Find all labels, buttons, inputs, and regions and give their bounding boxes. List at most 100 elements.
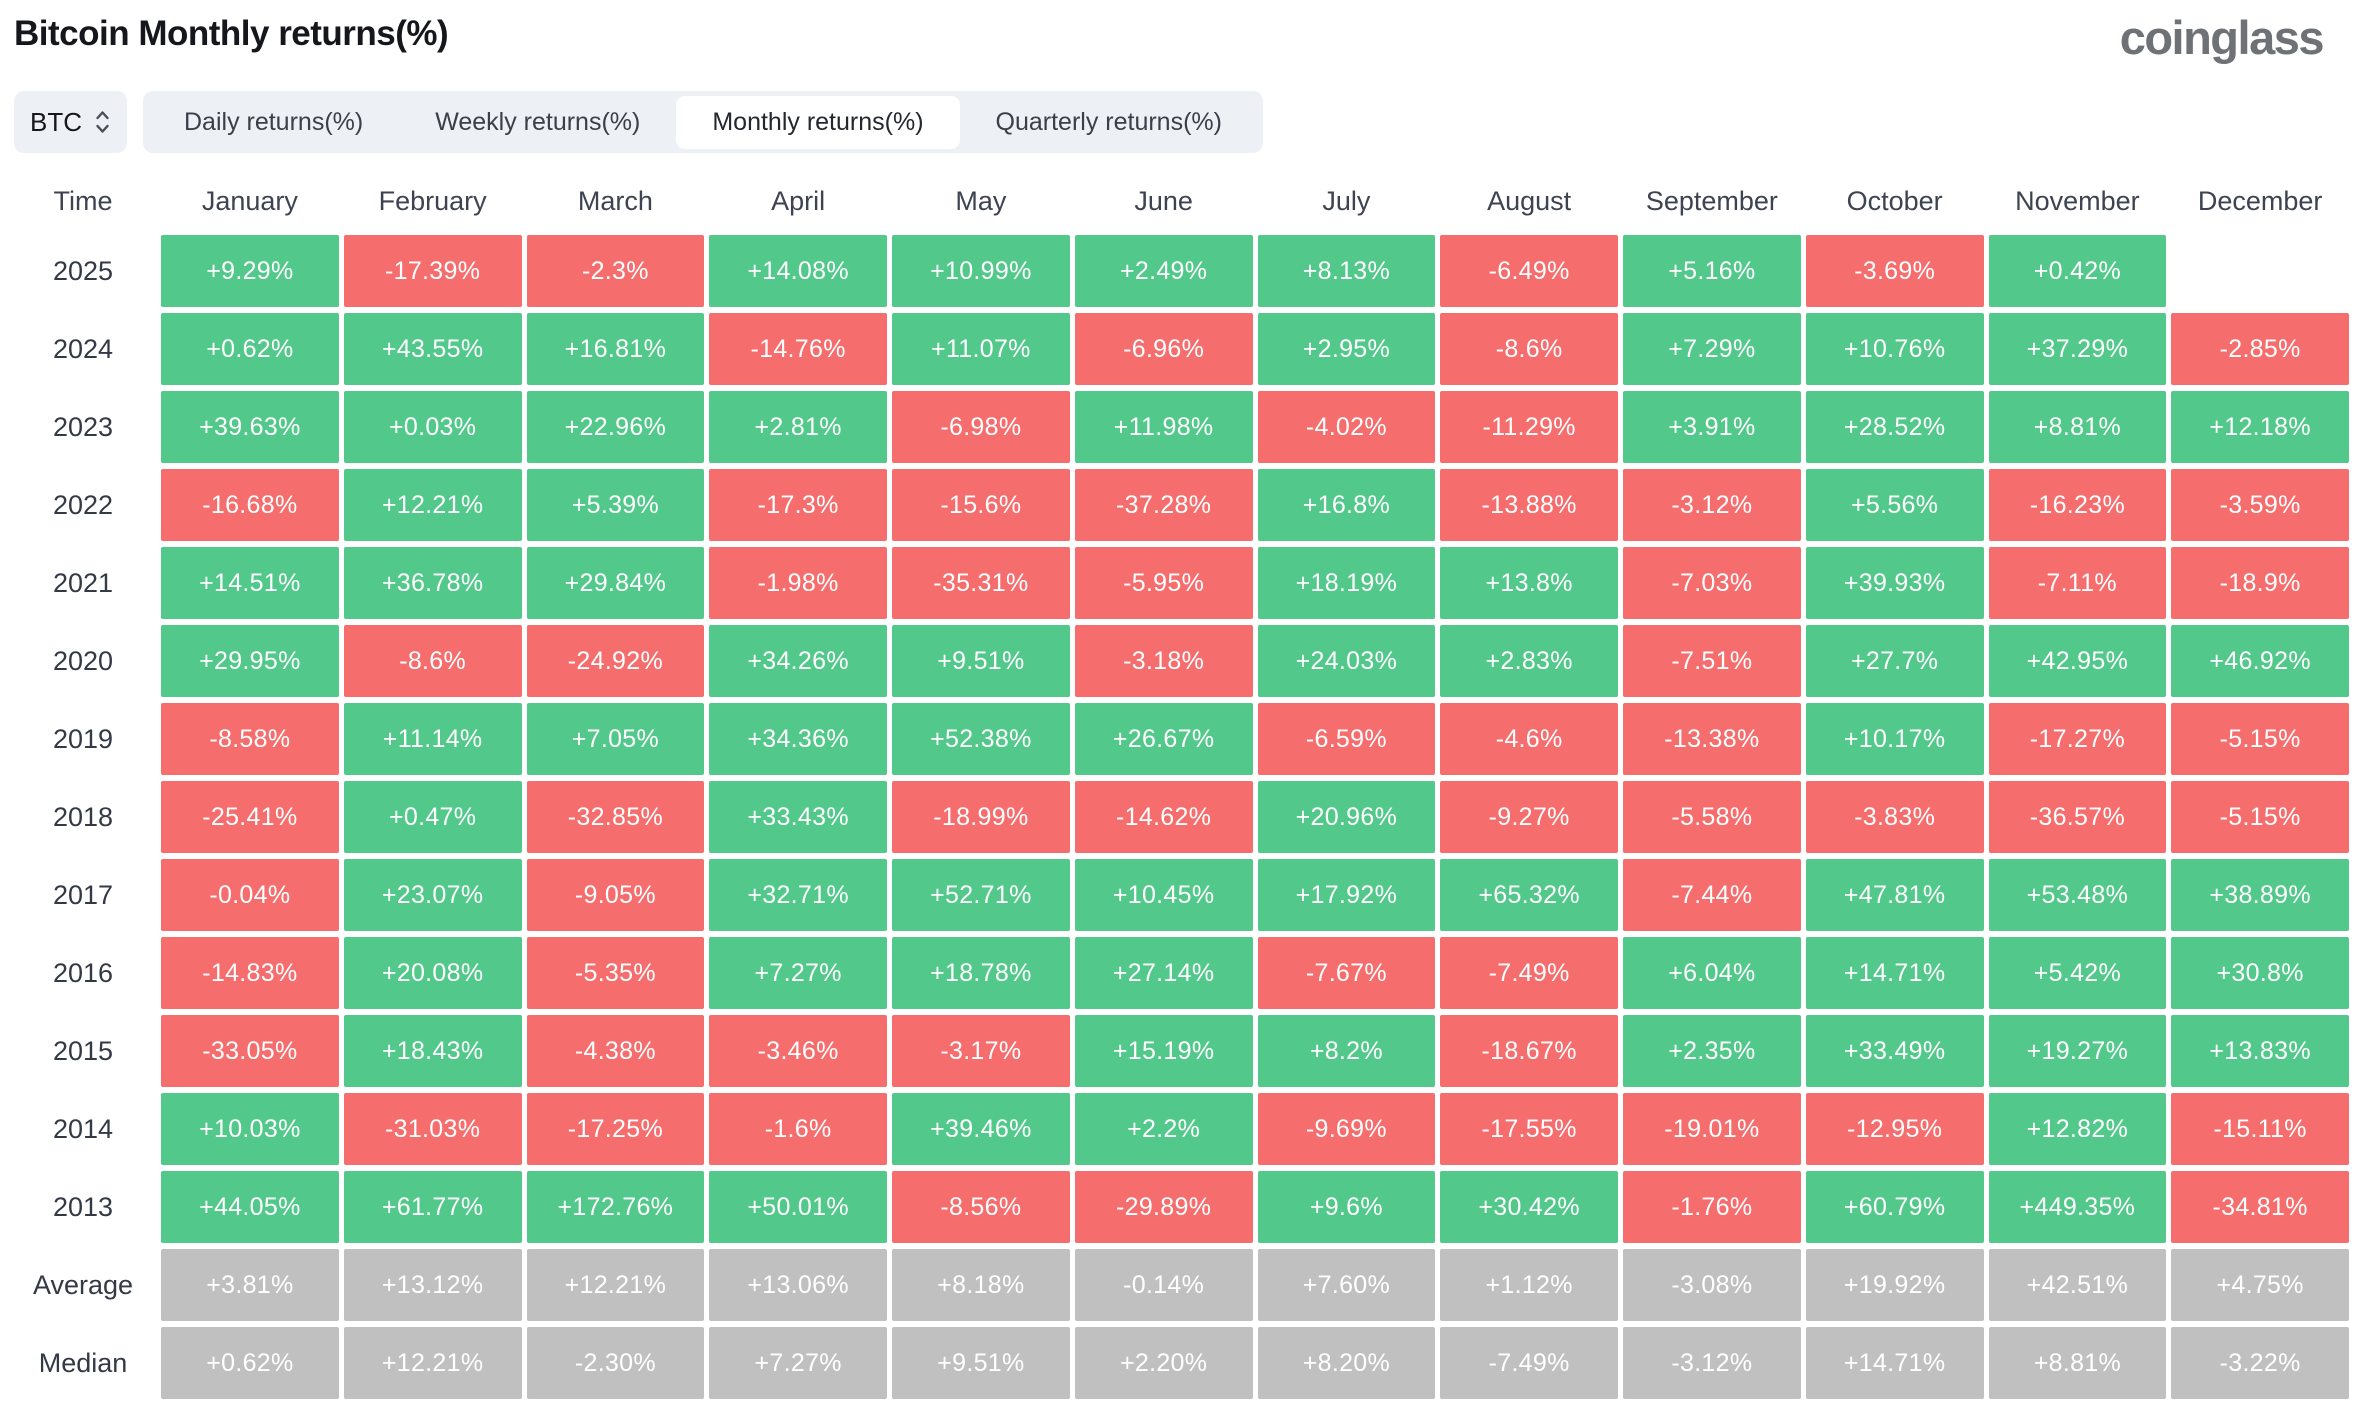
return-cell-2023-september: +3.91% xyxy=(1623,391,1801,463)
return-cell-2021-september: -7.03% xyxy=(1623,547,1801,619)
return-cell-2020-march: -24.92% xyxy=(526,625,705,697)
return-cell-2015-may: -3.17% xyxy=(892,1015,1070,1087)
row-label-average: Average xyxy=(32,1269,134,1300)
return-cell-median-march: -2.30% xyxy=(526,1327,705,1399)
return-cell-2019-june: +26.67% xyxy=(1074,703,1253,775)
return-cell-2015-february: +18.43% xyxy=(343,1015,522,1087)
return-cell-2023-april: +2.81% xyxy=(709,391,887,463)
column-header-time: Time xyxy=(53,185,113,216)
return-cell-2025-february: -17.39% xyxy=(343,235,522,307)
column-header-march: March xyxy=(577,185,653,216)
return-cell-2013-november: +449.35% xyxy=(1988,1171,2167,1243)
row-label-median: Median xyxy=(38,1347,128,1378)
return-cell-2017-june: +10.45% xyxy=(1074,859,1253,931)
return-cell-2014-august: -17.55% xyxy=(1440,1093,1618,1165)
return-cell-2014-may: +39.46% xyxy=(892,1093,1070,1165)
return-cell-2019-december: -5.15% xyxy=(2171,703,2349,775)
return-cell-2016-september: +6.04% xyxy=(1623,937,1801,1009)
return-cell-2017-march: -9.05% xyxy=(526,859,705,931)
return-cell-2017-april: +32.71% xyxy=(709,859,887,931)
controls-row: BTC Daily returns(%) Weekly returns(%) Mon… xyxy=(14,91,2353,153)
return-cell-2018-october: -3.83% xyxy=(1805,781,1984,853)
return-cell-2015-june: +15.19% xyxy=(1074,1015,1253,1087)
return-cell-2021-february: +36.78% xyxy=(343,547,522,619)
return-cell-2015-july: +8.2% xyxy=(1257,1015,1436,1087)
return-cell-2019-march: +7.05% xyxy=(526,703,705,775)
return-cell-2022-july: +16.8% xyxy=(1257,469,1436,541)
return-cell-2014-december: -15.11% xyxy=(2171,1093,2349,1165)
return-cell-2018-november: -36.57% xyxy=(1988,781,2167,853)
return-cell-2015-january: -33.05% xyxy=(161,1015,339,1087)
return-cell-2020-november: +42.95% xyxy=(1988,625,2167,697)
return-cell-2021-may: -35.31% xyxy=(892,547,1070,619)
return-cell-2018-february: +0.47% xyxy=(343,781,522,853)
return-cell-average-january: +3.81% xyxy=(161,1249,339,1321)
return-cell-2013-august: +30.42% xyxy=(1440,1171,1618,1243)
return-cell-2021-march: +29.84% xyxy=(526,547,705,619)
return-cell-2022-june: -37.28% xyxy=(1074,469,1253,541)
return-cell-2024-december: -2.85% xyxy=(2171,313,2349,385)
return-cell-2025-april: +14.08% xyxy=(709,235,887,307)
return-cell-2019-may: +52.38% xyxy=(892,703,1070,775)
return-cell-2019-january: -8.58% xyxy=(161,703,339,775)
return-cell-2017-december: +38.89% xyxy=(2171,859,2349,931)
return-cell-2015-april: -3.46% xyxy=(709,1015,887,1087)
return-cell-2018-september: -5.58% xyxy=(1623,781,1801,853)
return-cell-average-october: +19.92% xyxy=(1805,1249,1984,1321)
return-cell-median-april: +7.27% xyxy=(709,1327,887,1399)
return-cell-2014-january: +10.03% xyxy=(161,1093,339,1165)
returns-table: Time January February March April May June July… xyxy=(10,173,2353,1399)
return-cell-2022-january: -16.68% xyxy=(161,469,339,541)
return-cell-2024-october: +10.76% xyxy=(1805,313,1984,385)
tab-weekly-returns[interactable]: Weekly returns(%) xyxy=(435,107,641,136)
return-cell-2024-november: +37.29% xyxy=(1988,313,2167,385)
return-cell-2018-december: -5.15% xyxy=(2171,781,2349,853)
return-cell-2018-june: -14.62% xyxy=(1074,781,1253,853)
return-cell-average-august: +1.12% xyxy=(1440,1249,1618,1321)
return-cell-2021-december: -18.9% xyxy=(2171,547,2349,619)
return-cell-2014-july: -9.69% xyxy=(1257,1093,1436,1165)
return-cell-2025-january: +9.29% xyxy=(161,235,339,307)
return-cell-2025-november: +0.42% xyxy=(1988,235,2167,307)
page-title: Bitcoin Monthly returns(%) xyxy=(14,14,449,53)
return-cell-average-july: +7.60% xyxy=(1257,1249,1436,1321)
return-cell-2019-february: +11.14% xyxy=(343,703,522,775)
row-label-2014: 2014 xyxy=(52,1113,114,1144)
return-cell-median-august: -7.49% xyxy=(1440,1327,1618,1399)
symbol-select[interactable]: BTC xyxy=(14,91,127,153)
tab-monthly-returns[interactable]: Monthly returns(%) xyxy=(676,95,960,149)
return-cell-2022-august: -13.88% xyxy=(1440,469,1618,541)
symbol-select-value: BTC xyxy=(30,106,82,137)
return-cell-2019-august: -4.6% xyxy=(1440,703,1618,775)
return-cell-2015-october: +33.49% xyxy=(1805,1015,1984,1087)
return-cell-2025-june: +2.49% xyxy=(1074,235,1253,307)
return-cell-2013-october: +60.79% xyxy=(1805,1171,1984,1243)
return-cell-2018-april: +33.43% xyxy=(709,781,887,853)
return-cell-2023-may: -6.98% xyxy=(892,391,1070,463)
column-header-april: April xyxy=(771,185,826,216)
return-cell-2024-march: +16.81% xyxy=(526,313,705,385)
return-cell-2023-august: -11.29% xyxy=(1440,391,1618,463)
return-cell-2018-august: -9.27% xyxy=(1440,781,1618,853)
return-cell-2019-september: -13.38% xyxy=(1623,703,1801,775)
return-cell-median-january: +0.62% xyxy=(161,1327,339,1399)
return-cell-average-november: +42.51% xyxy=(1988,1249,2167,1321)
return-cell-2023-november: +8.81% xyxy=(1988,391,2167,463)
return-cell-2014-march: -17.25% xyxy=(526,1093,705,1165)
return-cell-2024-july: +2.95% xyxy=(1257,313,1436,385)
return-cell-2022-october: +5.56% xyxy=(1805,469,1984,541)
return-cell-2018-march: -32.85% xyxy=(526,781,705,853)
tab-daily-returns[interactable]: Daily returns(%) xyxy=(184,107,364,136)
return-cell-2017-october: +47.81% xyxy=(1805,859,1984,931)
return-cell-2014-november: +12.82% xyxy=(1988,1093,2167,1165)
return-cell-2020-january: +29.95% xyxy=(161,625,339,697)
row-label-2024: 2024 xyxy=(52,333,114,364)
row-label-2018: 2018 xyxy=(52,801,114,832)
return-cell-2017-july: +17.92% xyxy=(1257,859,1436,931)
return-cell-2024-june: -6.96% xyxy=(1074,313,1253,385)
return-cell-2013-july: +9.6% xyxy=(1257,1171,1436,1243)
row-label-2015: 2015 xyxy=(52,1035,114,1066)
tab-quarterly-returns[interactable]: Quarterly returns(%) xyxy=(995,107,1222,136)
return-cell-2022-may: -15.6% xyxy=(892,469,1070,541)
